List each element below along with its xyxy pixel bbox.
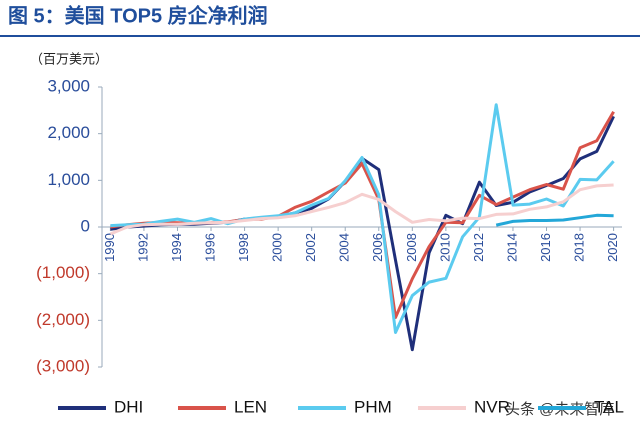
x-tick-label: 2020 [605, 233, 620, 262]
legend-label: TAL [594, 397, 624, 416]
y-tick-label: (2,000) [36, 310, 90, 329]
x-tick-label: 2010 [437, 233, 452, 262]
y-tick-label: 0 [81, 216, 90, 235]
x-tick-label: 2012 [471, 233, 486, 262]
legend-label: LEN [234, 397, 267, 416]
y-tick-label: 2,000 [47, 123, 90, 142]
x-tick-label: 2000 [270, 233, 285, 262]
y-tick-label: 1,000 [47, 170, 90, 189]
legend-label: DHI [114, 397, 143, 416]
series-line [495, 213, 614, 227]
x-tick-label: 1996 [202, 233, 217, 262]
x-tick-label: 1990 [102, 233, 117, 262]
chart-title: 图 5：美国 TOP5 房企净利润 [8, 3, 268, 27]
series-line [110, 103, 615, 334]
x-tick-label: 1998 [236, 233, 251, 262]
series-line [110, 110, 615, 319]
y-tick-label: (1,000) [36, 263, 90, 282]
x-tick-label: 1994 [169, 233, 184, 262]
x-tick-label: 2014 [504, 233, 519, 262]
x-tick-label: 2006 [370, 233, 385, 262]
unit-label: （百万美元） [30, 51, 108, 66]
x-tick-label: 2018 [572, 233, 587, 262]
x-tick-label: 2016 [538, 233, 553, 262]
legend-label: PHM [354, 397, 392, 416]
x-tick-label: 1992 [135, 233, 150, 262]
series-line [109, 183, 614, 236]
y-tick-label: 3,000 [47, 76, 90, 95]
x-tick-label: 2008 [404, 233, 419, 262]
y-tick-label: (3,000) [36, 356, 90, 375]
x-tick-label: 2004 [337, 233, 352, 262]
legend-label: NVR [474, 397, 510, 416]
x-tick-label: 2002 [303, 233, 318, 262]
